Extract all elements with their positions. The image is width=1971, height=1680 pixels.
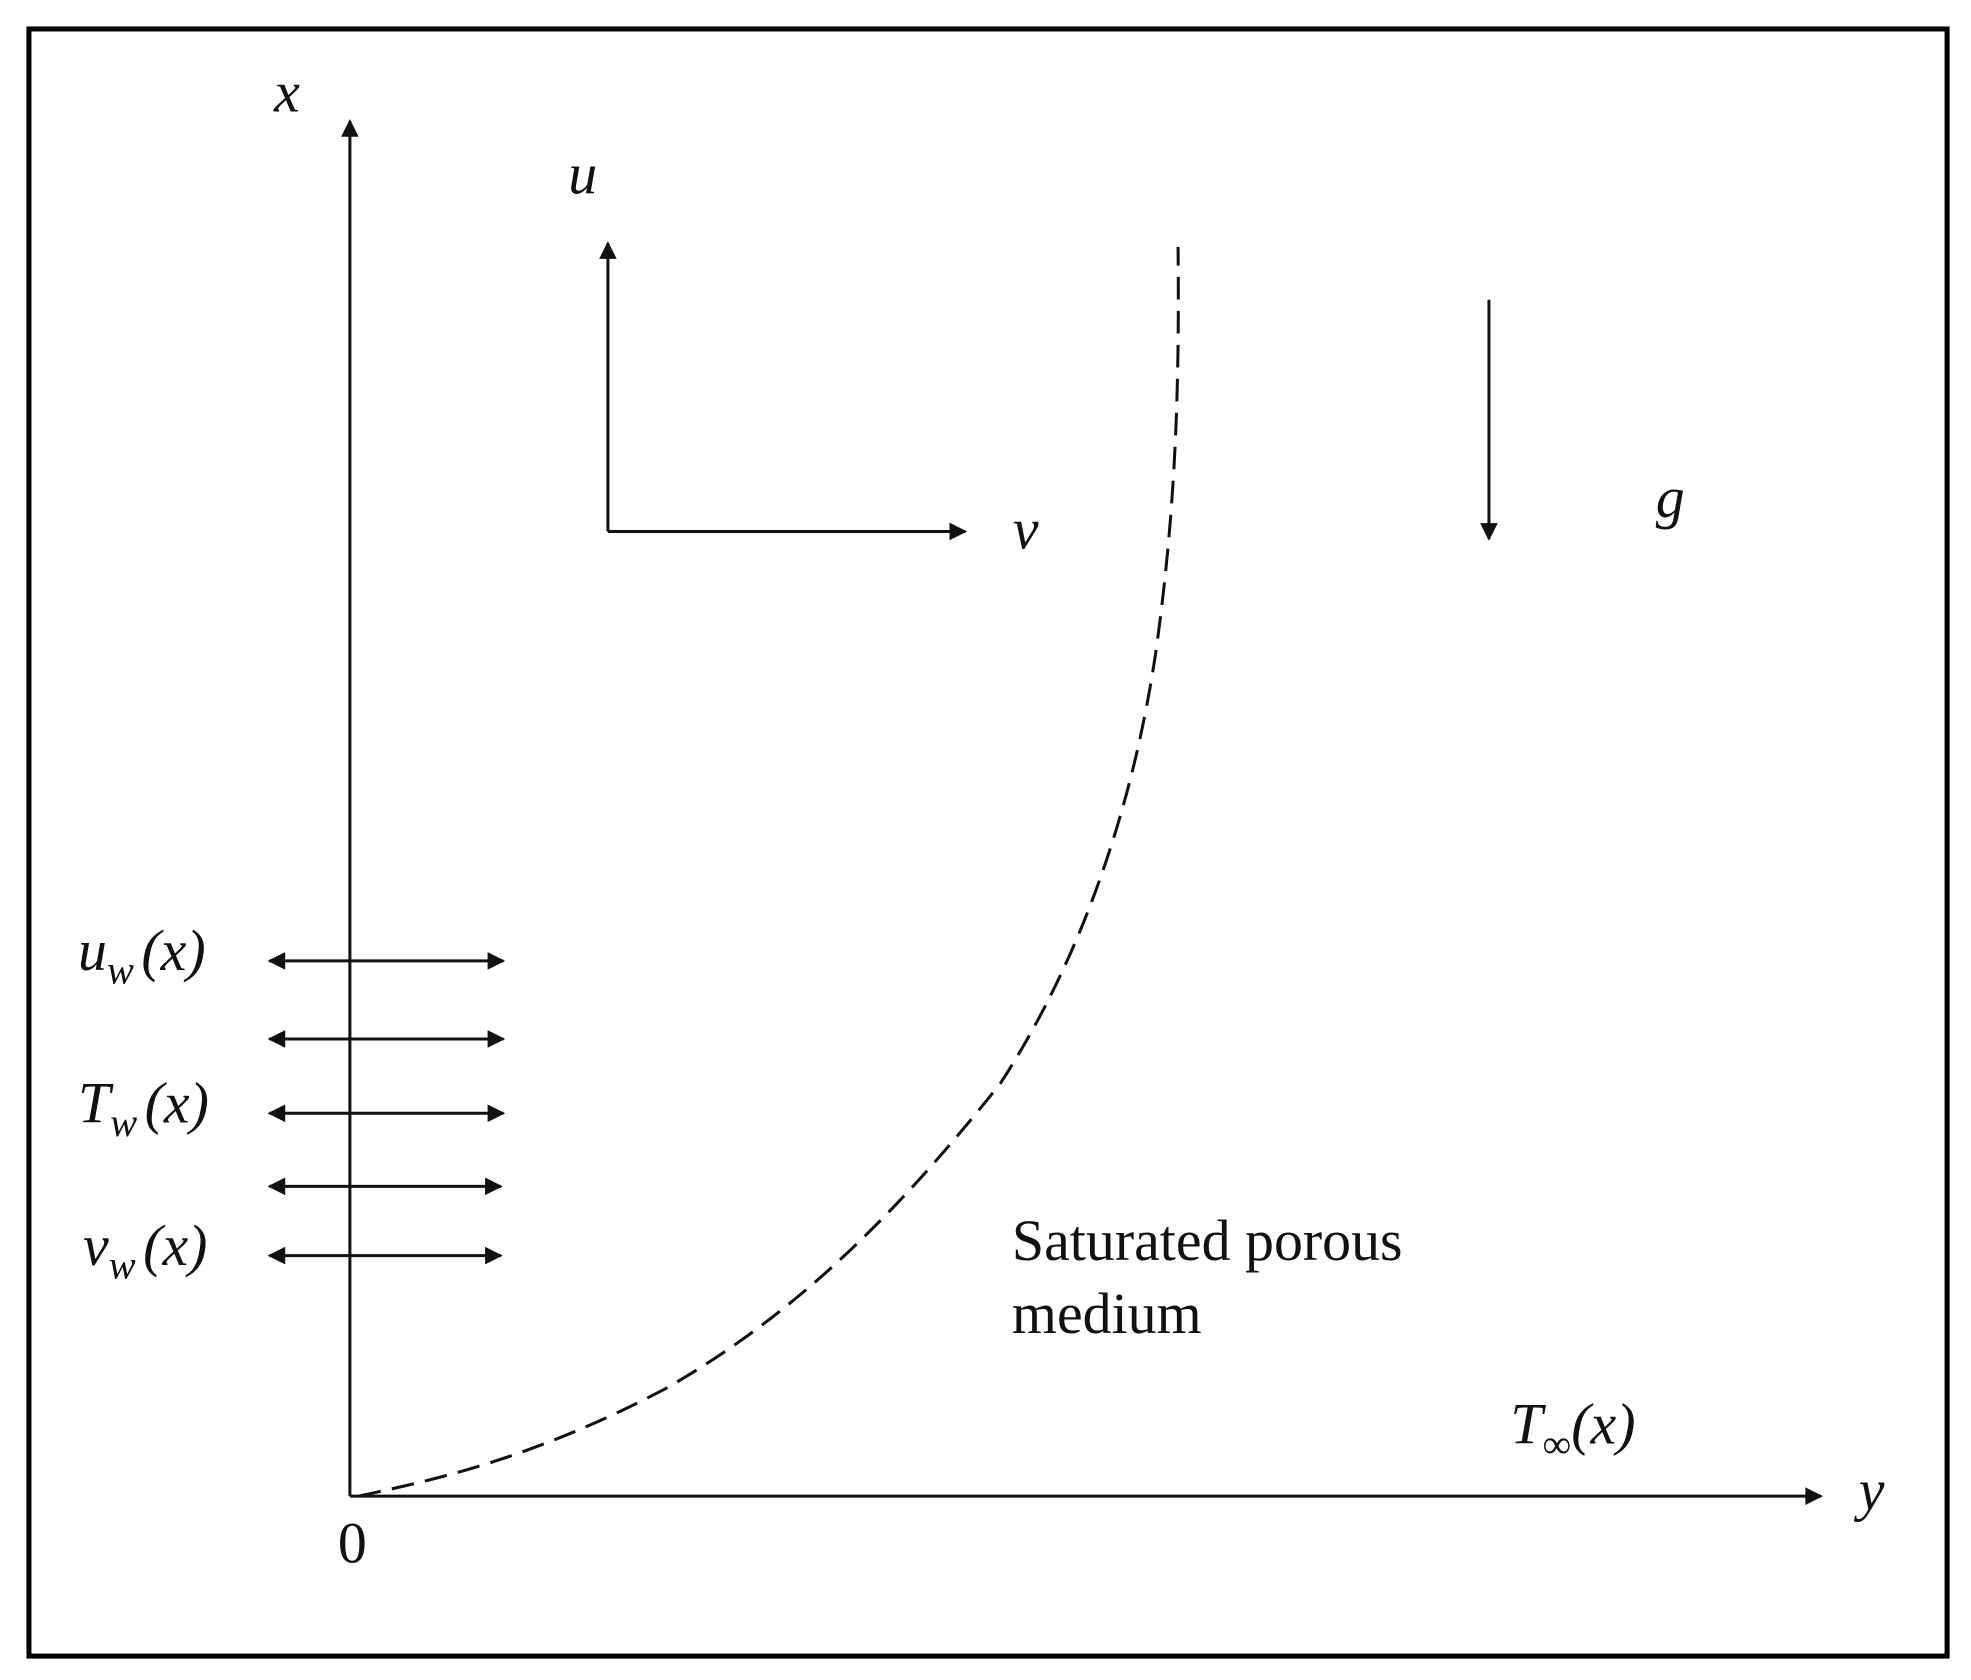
- x-axis-label: x: [273, 60, 300, 125]
- frame: [26, 26, 1950, 1659]
- subscript: ∞: [1543, 1422, 1572, 1467]
- origin-label: 0: [338, 1510, 367, 1575]
- u-label: u: [568, 141, 597, 206]
- subscript: w: [110, 1100, 137, 1145]
- symbol: u: [78, 918, 107, 983]
- subscript: w: [109, 1243, 136, 1288]
- subscript: w: [107, 948, 134, 993]
- region-label: Saturated porous: [1012, 1208, 1403, 1273]
- argument: (x): [143, 1213, 207, 1278]
- gravity-label: g: [1656, 465, 1685, 530]
- argument: (x): [145, 1071, 209, 1136]
- v-label: v: [1013, 497, 1039, 562]
- argument: (x): [141, 918, 205, 983]
- region-label: medium: [1012, 1281, 1202, 1346]
- wall-label: vw (x): [83, 1213, 207, 1288]
- symbol: T: [1510, 1392, 1546, 1457]
- symbol: v: [83, 1213, 109, 1278]
- boundary-layer-edge: [358, 246, 1180, 1498]
- wall-label: Tw (x): [78, 1071, 209, 1146]
- wall-label: uw (x): [78, 918, 206, 993]
- y-axis-label: y: [1854, 1457, 1885, 1522]
- symbol: T: [78, 1071, 114, 1136]
- argument: (x): [1571, 1392, 1635, 1457]
- ambient-label: T∞(x): [1510, 1392, 1635, 1467]
